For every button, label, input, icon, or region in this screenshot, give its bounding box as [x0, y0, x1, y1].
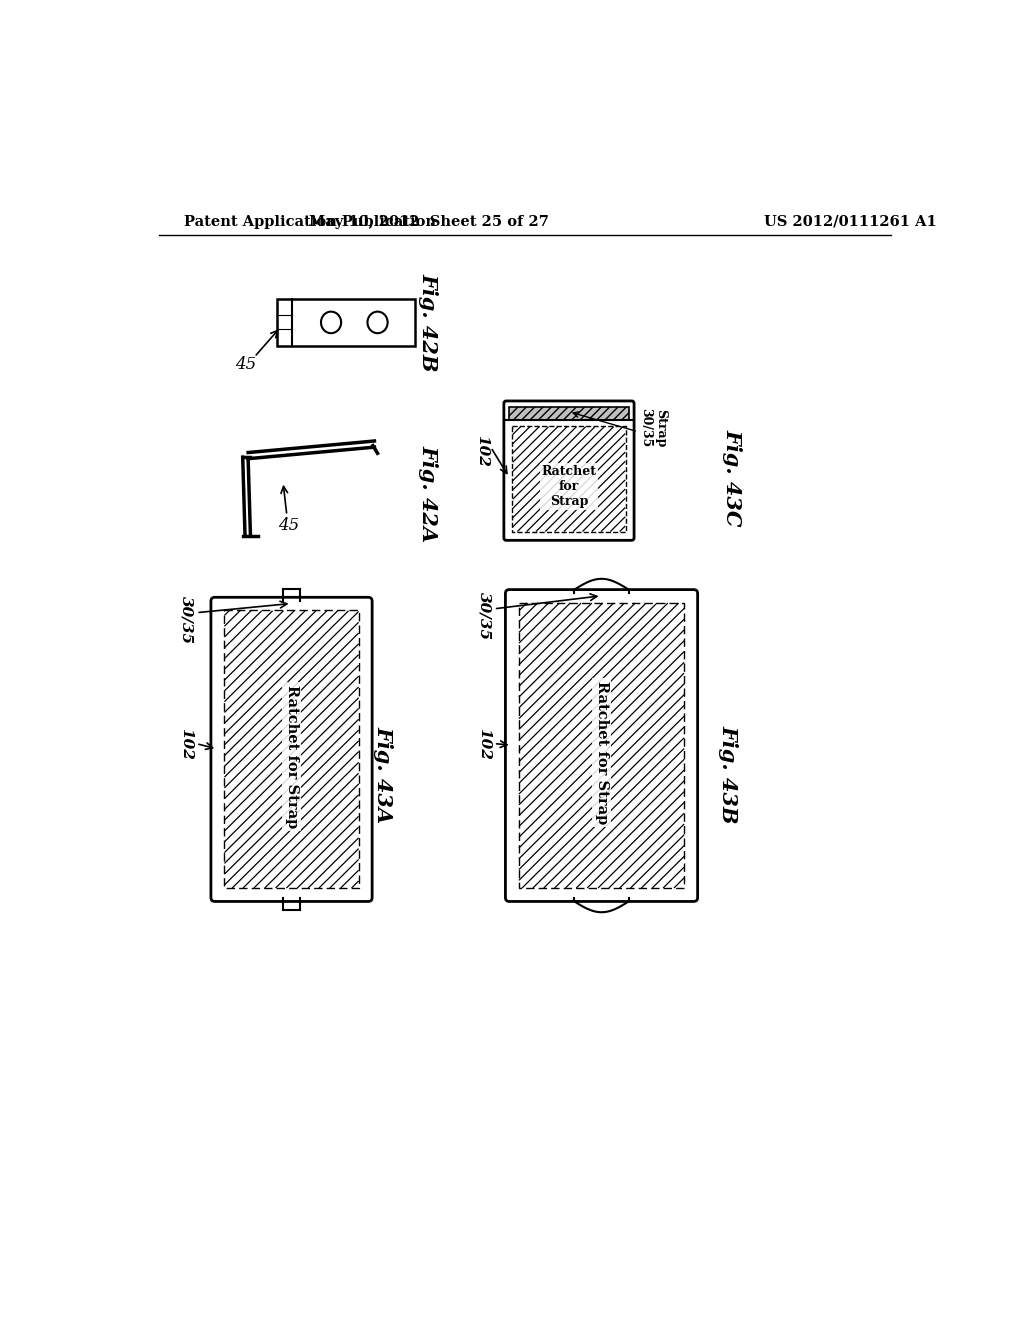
- Text: Ratchet for Strap: Ratchet for Strap: [595, 681, 608, 825]
- Text: Fig. 43A: Fig. 43A: [374, 726, 394, 822]
- Text: 45: 45: [278, 517, 299, 535]
- Text: US 2012/0111261 A1: US 2012/0111261 A1: [764, 215, 936, 228]
- Text: 30/35: 30/35: [477, 593, 492, 640]
- Text: Fig. 42A: Fig. 42A: [419, 445, 438, 543]
- Polygon shape: [509, 407, 629, 420]
- Text: Fig. 42B: Fig. 42B: [419, 273, 438, 372]
- Text: 45: 45: [236, 356, 256, 374]
- Text: Fig. 43B: Fig. 43B: [719, 725, 738, 824]
- Text: 102: 102: [179, 727, 194, 759]
- Text: 102: 102: [475, 436, 489, 467]
- Text: Ratchet for Strap: Ratchet for Strap: [285, 685, 299, 829]
- Text: Patent Application Publication: Patent Application Publication: [183, 215, 436, 228]
- Text: Ratchet
for
Strap: Ratchet for Strap: [542, 466, 596, 508]
- Text: 102: 102: [477, 727, 492, 759]
- Text: May 10, 2012  Sheet 25 of 27: May 10, 2012 Sheet 25 of 27: [309, 215, 549, 228]
- Text: Strap
30/35: Strap 30/35: [640, 408, 668, 447]
- Text: 30/35: 30/35: [179, 597, 194, 644]
- Text: Fig. 43C: Fig. 43C: [723, 429, 742, 527]
